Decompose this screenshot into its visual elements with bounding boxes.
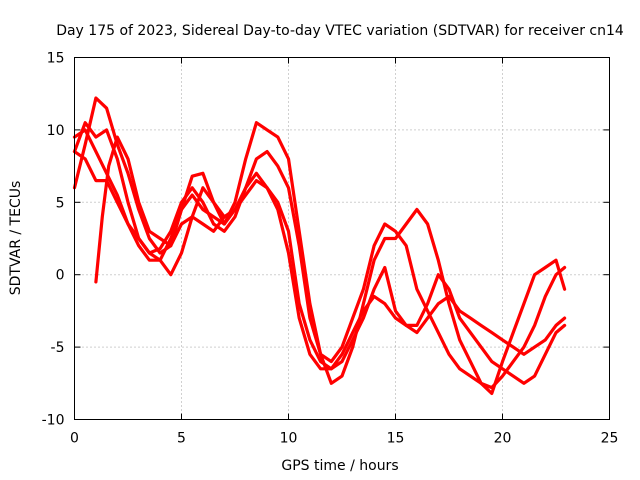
x-tick-label: 15	[387, 431, 405, 447]
y-tick-label: 5	[56, 195, 65, 211]
y-tick-label: -10	[42, 413, 65, 429]
series-layer	[72, 96, 567, 395]
axis-ticks: 0 5 10 15 20 25 -10 -5 0 5 10 15	[42, 51, 619, 447]
x-axis-label: GPS time / hours	[281, 458, 398, 474]
series-line-track-2	[72, 121, 567, 390]
plot-frame	[74, 57, 610, 420]
chart-title: Day 175 of 2023, Sidereal Day-to-day VTE…	[56, 23, 624, 39]
x-tick-label: 5	[177, 431, 186, 447]
y-tick-label: -5	[51, 340, 65, 356]
y-axis-label: SDTVAR / TECUs	[8, 181, 24, 296]
x-tick-label: 25	[601, 431, 619, 447]
series-line-track-5	[94, 135, 226, 284]
x-tick-label: 0	[70, 431, 79, 447]
x-tick-label: 10	[280, 431, 298, 447]
y-tick-label: 15	[47, 51, 65, 67]
grid-lines	[74, 57, 610, 420]
series-line-track-3	[72, 128, 567, 385]
y-tick-label: 0	[56, 268, 65, 284]
x-tick-label: 20	[494, 431, 512, 447]
y-tick-label: 10	[47, 123, 65, 139]
series-line-track-4	[72, 150, 567, 371]
